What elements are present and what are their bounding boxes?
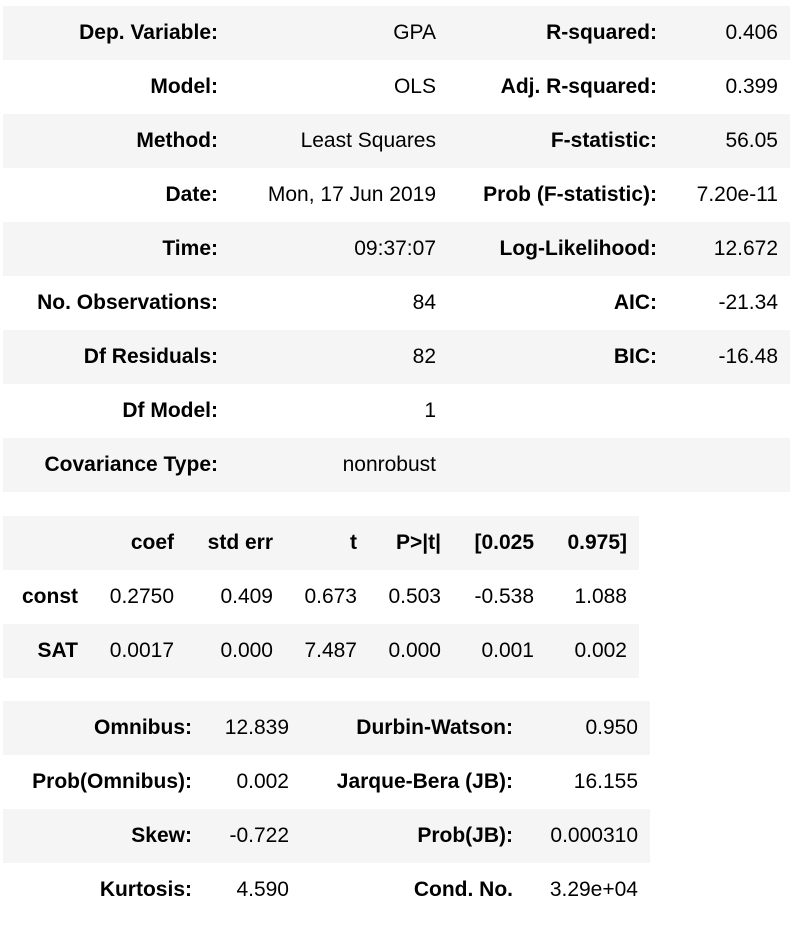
model-summary-table: Dep. Variable: GPA R-squared: 0.406 Mode…	[3, 6, 790, 492]
column-header: [0.025	[453, 516, 546, 570]
column-header: t	[285, 516, 369, 570]
summary-value: 1	[424, 399, 436, 422]
summary-label	[448, 438, 669, 492]
table-row: No. Observations: 84 AIC: -21.34	[3, 276, 790, 330]
row-header: const	[21, 585, 78, 608]
summary-value: 56.05	[669, 114, 790, 168]
summary-value: 82	[230, 330, 448, 384]
table-cell: 1.088	[574, 585, 627, 608]
diagnostic-label: Kurtosis:	[99, 878, 192, 901]
table-header-row: coef std err t P>|t| [0.025 0.975]	[3, 516, 639, 570]
diagnostic-value: 0.000310	[525, 809, 650, 863]
table-cell: 0.503	[388, 585, 441, 608]
table-row: Model: OLS Adj. R-squared: 0.399	[3, 60, 790, 114]
summary-label: Dep. Variable:	[3, 6, 230, 60]
table-row: Method: Least Squares F-statistic: 56.05	[3, 114, 790, 168]
summary-label: BIC:	[448, 330, 669, 384]
table-cell: 0.0017	[90, 624, 186, 678]
table-row: Date: Mon, 17 Jun 2019 Prob (F-statistic…	[3, 168, 790, 222]
table-row: Omnibus: 12.839 Durbin-Watson: 0.950	[3, 701, 650, 755]
summary-label	[448, 384, 669, 438]
summary-label: Log-Likelihood:	[448, 222, 669, 276]
diagnostics-table: Omnibus: 12.839 Durbin-Watson: 0.950 Pro…	[3, 701, 650, 917]
summary-value: 7.20e-11	[696, 183, 778, 206]
column-header: P>|t|	[369, 516, 453, 570]
diagnostic-label: Omnibus:	[3, 701, 204, 755]
summary-label: Date:	[165, 183, 218, 206]
diagnostic-value: 16.155	[573, 770, 638, 793]
summary-label: Prob (F-statistic):	[483, 183, 657, 206]
table-cell: 0.000	[186, 624, 285, 678]
diagnostic-value: 3.29e+04	[549, 878, 638, 901]
diagnostic-label: Jarque-Bera (JB):	[336, 770, 513, 793]
summary-label: Df Model:	[122, 399, 218, 422]
diagnostic-label: Cond. No.	[413, 878, 513, 901]
diagnostic-label: Prob(JB):	[301, 809, 525, 863]
summary-label: Covariance Type:	[3, 438, 230, 492]
column-header: 0.975]	[546, 516, 639, 570]
table-cell: 7.487	[285, 624, 369, 678]
table-cell: 0.673	[304, 585, 357, 608]
table-row: Prob(Omnibus): 0.002 Jarque-Bera (JB): 1…	[3, 755, 650, 809]
summary-label: Method:	[3, 114, 230, 168]
summary-value: 12.672	[669, 222, 790, 276]
diagnostic-value: 4.590	[236, 878, 289, 901]
summary-label: AIC:	[613, 291, 657, 314]
table-row: Df Model: 1	[3, 384, 790, 438]
column-header: std err	[186, 516, 285, 570]
summary-value: Least Squares	[230, 114, 448, 168]
summary-value	[669, 438, 790, 492]
summary-value: -21.34	[718, 291, 778, 314]
summary-value: OLS	[393, 75, 436, 98]
summary-value: GPA	[230, 6, 448, 60]
table-row: Dep. Variable: GPA R-squared: 0.406	[3, 6, 790, 60]
summary-value: 09:37:07	[230, 222, 448, 276]
table-cell: 0.409	[220, 585, 273, 608]
table-row: SAT 0.0017 0.000 7.487 0.000 0.001 0.002	[3, 624, 639, 678]
table-cell: 0.002	[546, 624, 639, 678]
summary-label: Adj. R-squared:	[500, 75, 657, 98]
column-header: coef	[90, 516, 186, 570]
table-row: Kurtosis: 4.590 Cond. No. 3.29e+04	[3, 863, 650, 917]
summary-label: R-squared:	[448, 6, 669, 60]
diagnostic-value: -0.722	[204, 809, 301, 863]
diagnostic-value: 0.002	[236, 770, 289, 793]
table-row: Time: 09:37:07 Log-Likelihood: 12.672	[3, 222, 790, 276]
diagnostic-value: 12.839	[204, 701, 301, 755]
summary-value	[669, 384, 790, 438]
row-header: SAT	[3, 624, 90, 678]
summary-label: Model:	[150, 75, 218, 98]
coefficients-table: coef std err t P>|t| [0.025 0.975] const…	[3, 516, 639, 678]
summary-label: Time:	[3, 222, 230, 276]
summary-value: -16.48	[669, 330, 790, 384]
diagnostic-value: 0.950	[525, 701, 650, 755]
table-row: Covariance Type: nonrobust	[3, 438, 790, 492]
diagnostic-label: Prob(Omnibus):	[32, 770, 192, 793]
table-row: Df Residuals: 82 BIC: -16.48	[3, 330, 790, 384]
table-cell: 0.000	[369, 624, 453, 678]
summary-value: Mon, 17 Jun 2019	[267, 183, 436, 206]
summary-label: No. Observations:	[37, 291, 218, 314]
summary-value: 0.399	[725, 75, 778, 98]
diagnostic-label: Skew:	[3, 809, 204, 863]
table-cell: 0.2750	[109, 585, 174, 608]
summary-value: 0.406	[669, 6, 790, 60]
summary-value: 84	[412, 291, 436, 314]
summary-label: F-statistic:	[448, 114, 669, 168]
column-header	[3, 516, 90, 570]
summary-label: Df Residuals:	[3, 330, 230, 384]
table-cell: -0.538	[474, 585, 534, 608]
table-cell: 0.001	[453, 624, 546, 678]
table-row: const 0.2750 0.409 0.673 0.503 -0.538 1.…	[3, 570, 639, 624]
summary-value: nonrobust	[230, 438, 448, 492]
table-row: Skew: -0.722 Prob(JB): 0.000310	[3, 809, 650, 863]
diagnostic-label: Durbin-Watson:	[301, 701, 525, 755]
